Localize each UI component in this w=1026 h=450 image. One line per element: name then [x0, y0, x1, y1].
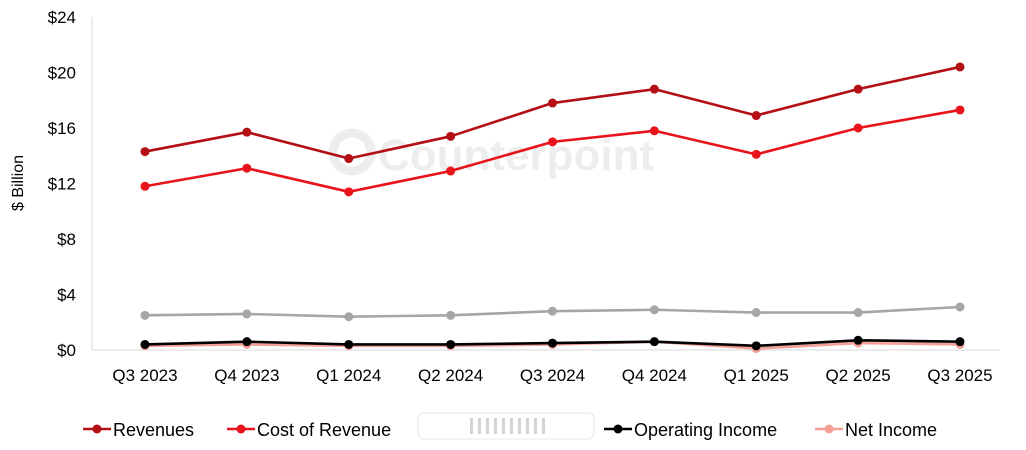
data-point	[649, 305, 659, 315]
data-point	[751, 111, 761, 121]
data-point	[853, 308, 863, 318]
legend-redaction	[417, 412, 595, 440]
legend-label: Cost of Revenue	[257, 420, 391, 440]
redaction-stripe	[486, 418, 489, 434]
x-tick-label: Q4 2023	[214, 366, 279, 385]
data-point	[548, 338, 557, 348]
data-point	[955, 302, 965, 312]
data-point	[649, 126, 659, 136]
data-point	[140, 147, 150, 157]
data-point	[242, 127, 252, 137]
x-tick-label: Q1 2025	[724, 366, 789, 385]
legend-label: Revenues	[113, 420, 194, 440]
legend-marker	[824, 424, 834, 434]
redaction-stripe	[510, 418, 513, 434]
x-tick-label: Q3 2025	[927, 366, 992, 385]
data-point	[955, 337, 965, 347]
data-point	[548, 137, 557, 147]
series-cost-of-revenue	[140, 105, 965, 197]
data-point	[751, 149, 761, 159]
data-point	[751, 341, 761, 351]
legend: Revenues Cost of Revenue Operating Income N…	[83, 412, 937, 440]
redaction-stripe	[526, 418, 529, 434]
legend-item: Operating Income	[604, 420, 777, 440]
x-tick-label: Q2 2025	[826, 366, 891, 385]
y-tick-label: $4	[57, 286, 76, 305]
data-point	[446, 166, 456, 176]
data-point	[853, 335, 863, 345]
y-tick-label: $0	[57, 341, 76, 360]
data-point	[140, 181, 150, 191]
legend-item	[417, 412, 595, 440]
y-axis-title: $ Billion	[10, 155, 27, 211]
x-tick-label: Q1 2024	[316, 366, 381, 385]
series-group	[140, 62, 965, 354]
x-tick-label: Q3 2023	[112, 366, 177, 385]
x-tick-label: Q2 2024	[418, 366, 483, 385]
redaction-stripe	[478, 418, 481, 434]
series-revenues	[140, 62, 965, 164]
redaction-stripe	[534, 418, 537, 434]
data-point	[242, 163, 252, 173]
y-tick-label: $16	[48, 119, 76, 138]
data-point	[344, 187, 354, 197]
data-point	[955, 62, 965, 72]
redaction-stripe	[502, 418, 505, 434]
data-point	[955, 105, 965, 115]
redaction-stripe	[518, 418, 521, 434]
x-tick-label: Q3 2024	[520, 366, 585, 385]
watermark: Counterpoint	[328, 128, 655, 180]
data-point	[344, 312, 354, 322]
legend-label: Net Income	[845, 420, 937, 440]
x-tick-label: Q4 2024	[622, 366, 687, 385]
data-point	[140, 339, 150, 349]
redaction-stripe	[542, 418, 545, 434]
data-point	[548, 306, 557, 316]
data-point	[853, 123, 863, 133]
series-operating-income	[140, 335, 965, 351]
data-point	[649, 337, 659, 347]
legend-item: Net Income	[815, 420, 937, 440]
data-point	[344, 339, 354, 349]
legend-marker	[92, 424, 102, 434]
legend-marker	[613, 424, 623, 434]
data-point	[446, 131, 456, 141]
data-point	[751, 308, 761, 318]
data-point	[242, 309, 252, 319]
legend-item: Cost of Revenue	[227, 420, 391, 440]
watermark-logo-icon	[328, 128, 376, 176]
data-point	[344, 154, 354, 164]
data-point	[853, 84, 863, 94]
y-tick-label: $20	[48, 64, 76, 83]
redaction-stripe	[470, 418, 473, 434]
y-tick-label: $12	[48, 175, 76, 194]
y-tick-label: $8	[57, 230, 76, 249]
data-point	[548, 98, 557, 108]
legend-marker	[236, 424, 246, 434]
legend-item: Revenues	[83, 420, 194, 440]
axes: $0 $4 $8 $12 $16 $20 $24 Q3 2023 Q4 2023 Q1 2024 Q…	[10, 8, 1000, 385]
y-tick-label: $24	[48, 8, 76, 27]
data-point	[446, 310, 456, 320]
series-unlabeled	[140, 302, 965, 322]
redaction-stripe	[494, 418, 497, 434]
watermark-text: Counterpoint	[378, 131, 655, 180]
legend-label: Operating Income	[634, 420, 777, 440]
data-point	[140, 310, 150, 320]
data-point	[242, 337, 252, 347]
data-point	[649, 84, 659, 94]
data-point	[446, 339, 456, 349]
